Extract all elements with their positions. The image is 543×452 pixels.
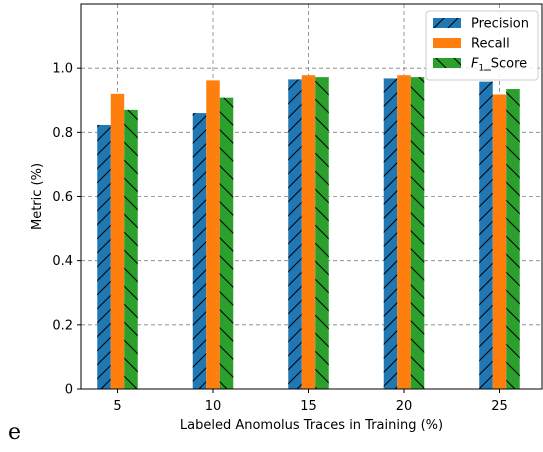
bar-recall-25 bbox=[492, 94, 507, 389]
bar-hatch bbox=[219, 97, 234, 389]
x-tick-label: 15 bbox=[300, 399, 317, 414]
x-tick-label: 10 bbox=[205, 399, 222, 414]
bar-hatch bbox=[315, 77, 329, 390]
bar-recall-20 bbox=[397, 75, 411, 389]
y-axis-label: Metric (%) bbox=[30, 163, 45, 230]
bar-recall-15 bbox=[301, 75, 316, 389]
x-tick-label: 20 bbox=[396, 399, 413, 414]
y-tick-label: 0.8 bbox=[52, 126, 73, 141]
bar-recall-5 bbox=[110, 93, 125, 389]
axis-ticks: 0 0.2 0.4 0.6 0.8 1.0 5 10 15 20 25 bbox=[52, 62, 507, 414]
bar-hatch bbox=[288, 79, 302, 389]
legend-label: Precision bbox=[471, 17, 529, 32]
legend-label: Recall bbox=[471, 37, 510, 52]
y-tick-label: 0.4 bbox=[52, 254, 73, 269]
bars bbox=[97, 75, 520, 390]
panel-label: e bbox=[8, 420, 22, 445]
y-tick-label: 0.2 bbox=[52, 318, 73, 333]
legend-swatch bbox=[433, 38, 461, 48]
legend: Precision Recall F1_Score bbox=[425, 10, 539, 81]
legend-swatch-hatch bbox=[433, 18, 461, 28]
y-tick-label: 0 bbox=[65, 383, 73, 398]
bar-recall-10 bbox=[206, 80, 220, 389]
legend-label: F1_Score bbox=[471, 57, 527, 74]
bar-hatch bbox=[479, 81, 493, 390]
bar-hatch bbox=[124, 109, 138, 389]
legend-swatch-hatch bbox=[433, 58, 461, 68]
y-tick-label: 1.0 bbox=[52, 62, 73, 77]
bar-hatch bbox=[97, 124, 111, 390]
x-tick-label: 5 bbox=[113, 399, 121, 414]
bar-hatch bbox=[506, 89, 520, 389]
bar-hatch bbox=[410, 77, 425, 390]
x-tick-label: 25 bbox=[491, 399, 508, 414]
bar-hatch bbox=[383, 78, 398, 389]
y-tick-label: 0.6 bbox=[52, 190, 73, 205]
x-axis-label: Labeled Anomolus Traces in Training (%) bbox=[180, 418, 443, 433]
bar-hatch bbox=[192, 113, 207, 389]
